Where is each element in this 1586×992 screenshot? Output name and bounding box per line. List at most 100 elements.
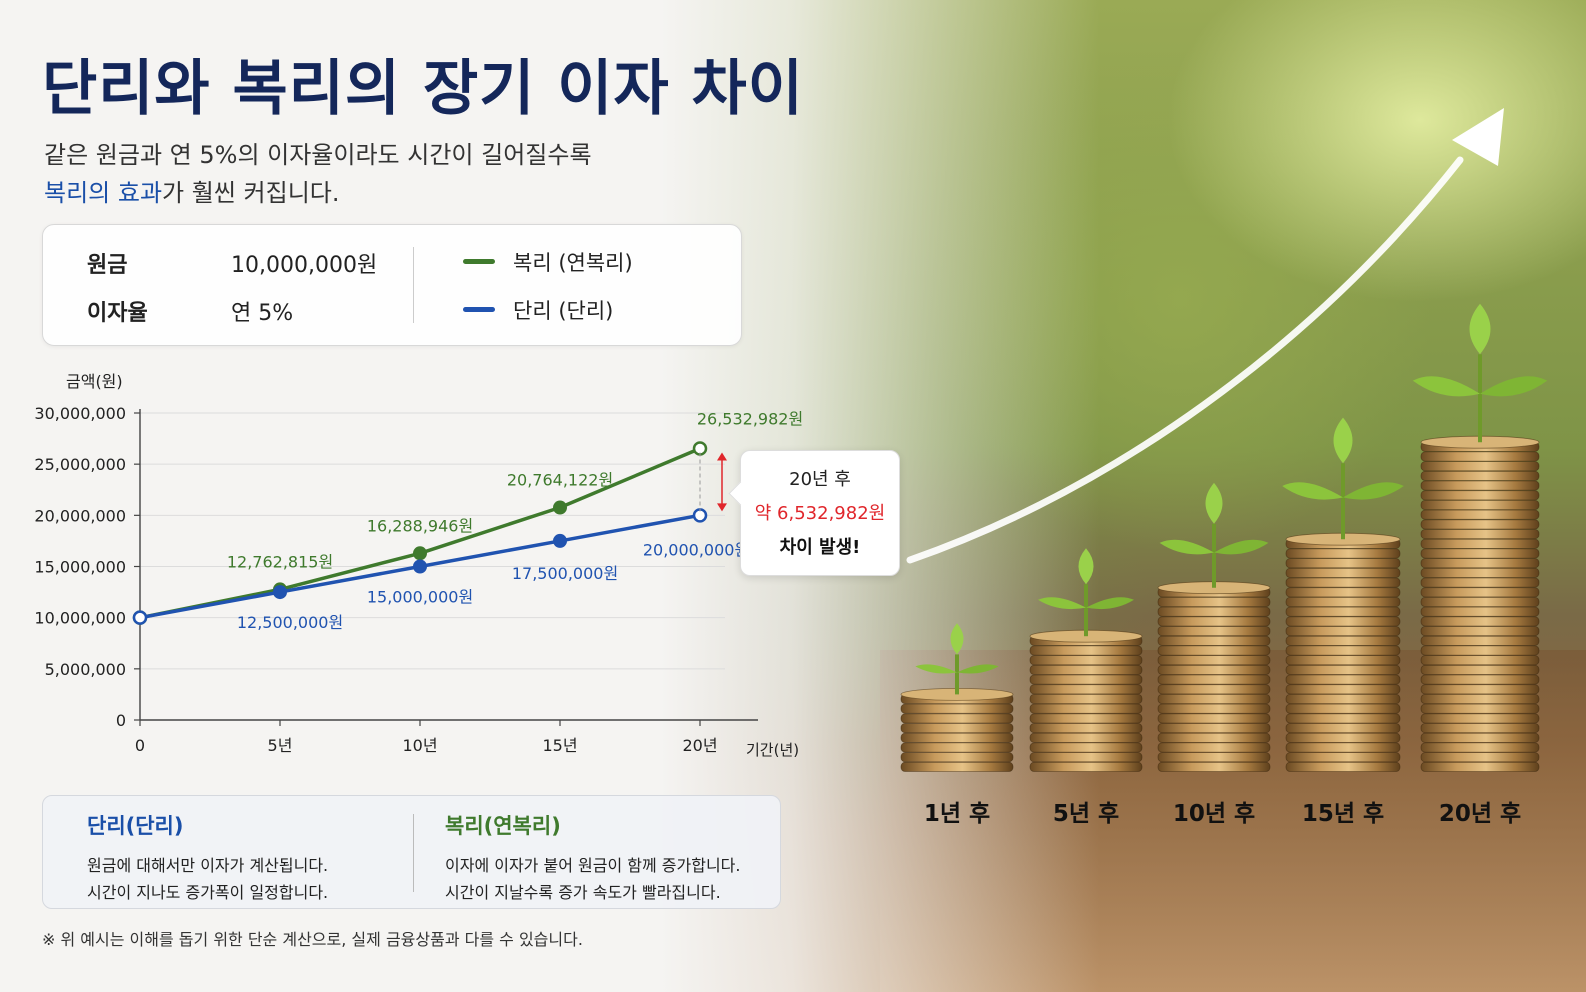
coin bbox=[1157, 606, 1271, 617]
x-tick-label: 20년 bbox=[682, 736, 717, 755]
coin bbox=[1157, 616, 1271, 627]
y-tick-label: 0 bbox=[116, 711, 126, 730]
sprout-leaf bbox=[1086, 597, 1134, 610]
x-tick-label: 10년 bbox=[402, 736, 437, 755]
data-point bbox=[413, 559, 427, 574]
data-label: 20,764,122원 bbox=[507, 471, 613, 490]
coin bbox=[1285, 635, 1401, 646]
coin bbox=[1029, 752, 1143, 763]
sprout-leaf bbox=[1214, 539, 1269, 555]
sprout-leaf bbox=[1469, 303, 1491, 355]
coin bbox=[1420, 490, 1540, 501]
coin bbox=[900, 723, 1014, 734]
subtitle-highlight: 복리의 효과 bbox=[44, 179, 163, 207]
data-point bbox=[553, 500, 567, 515]
coin bbox=[1157, 723, 1271, 734]
coin bbox=[1420, 655, 1540, 666]
legend-simple-swatch bbox=[463, 307, 495, 312]
data-label: 12,762,815원 bbox=[227, 552, 333, 571]
x-tick-label: 0 bbox=[135, 736, 145, 755]
coin bbox=[1285, 567, 1401, 578]
compound-line-1: 이자에 이자가 붙어 원금이 함께 증가합니다. bbox=[445, 856, 741, 875]
coin bbox=[1157, 732, 1271, 743]
coin bbox=[1420, 567, 1540, 578]
coin bbox=[1157, 645, 1271, 656]
coin bbox=[1029, 655, 1143, 666]
sprout-leaf bbox=[1078, 548, 1094, 585]
coin bbox=[1420, 451, 1540, 462]
growth-arrow-head bbox=[1452, 108, 1504, 166]
coin bbox=[1420, 626, 1540, 637]
coin bbox=[1285, 742, 1401, 753]
coin bbox=[1029, 732, 1143, 743]
info-divider bbox=[413, 247, 414, 323]
coin bbox=[900, 742, 1014, 753]
y-tick-label: 5,000,000 bbox=[45, 660, 126, 679]
coin bbox=[1285, 703, 1401, 714]
data-label: 15,000,000원 bbox=[367, 588, 473, 607]
data-label: 26,532,982원 bbox=[697, 409, 803, 428]
coin bbox=[1420, 480, 1540, 491]
y-tick-label: 20,000,000 bbox=[34, 506, 126, 525]
coin bbox=[1029, 761, 1143, 772]
coin bbox=[1285, 723, 1401, 734]
coin bbox=[1029, 674, 1143, 685]
subtitle: 같은 원금과 연 5%의 이자율이라도 시간이 길어질수록 복리의 효과가 훨씬… bbox=[44, 136, 592, 212]
coin bbox=[1157, 626, 1271, 637]
difference-callout: 20년 후 약 6,532,982원 차이 발생! bbox=[740, 450, 900, 576]
coin-stack bbox=[1157, 482, 1271, 772]
coin bbox=[1029, 664, 1143, 675]
coin bbox=[1420, 645, 1540, 656]
sprout-leaf bbox=[950, 623, 964, 655]
coin bbox=[1285, 645, 1401, 656]
coin bbox=[1157, 596, 1271, 607]
principal-label: 원금 bbox=[87, 253, 128, 278]
coin bbox=[1157, 694, 1271, 705]
coin bbox=[1420, 732, 1540, 743]
coin bbox=[900, 713, 1014, 724]
coin bbox=[1029, 645, 1143, 656]
simple-line-1: 원금에 대해서만 이자가 계산됩니다. bbox=[87, 856, 329, 875]
coin bbox=[1420, 558, 1540, 569]
subtitle-line-2-rest: 가 훨씬 커집니다. bbox=[162, 179, 340, 207]
coin bbox=[1420, 519, 1540, 530]
legend-compound-label: 복리 (연복리) bbox=[513, 251, 633, 275]
coin bbox=[1285, 664, 1401, 675]
coin bbox=[1420, 606, 1540, 617]
sprout-leaf bbox=[1412, 376, 1480, 397]
coin-stack bbox=[1282, 417, 1404, 772]
coin bbox=[1420, 664, 1540, 675]
coin bbox=[1420, 529, 1540, 540]
coin bbox=[1420, 616, 1540, 627]
coin bbox=[1420, 752, 1540, 763]
growth-arrow bbox=[906, 156, 1464, 564]
coin bbox=[1420, 674, 1540, 685]
coin bbox=[1285, 655, 1401, 666]
coin bbox=[1157, 635, 1271, 646]
sprout-leaf bbox=[957, 664, 999, 674]
compound-explanation: 복리(연복리) 이자에 이자가 붙어 원금이 함께 증가합니다. 시간이 지날수… bbox=[445, 810, 740, 906]
coin bbox=[1420, 548, 1540, 559]
sprout-leaf bbox=[1282, 482, 1343, 500]
data-label: 20,000,000원 bbox=[643, 540, 749, 559]
simple-explanation: 단리(단리) 원금에 대해서만 이자가 계산됩니다. 시간이 지나도 증가폭이 … bbox=[87, 810, 328, 906]
simple-title: 단리(단리) bbox=[87, 814, 184, 838]
x-tick-label: 15년 bbox=[542, 736, 577, 755]
data-point bbox=[413, 546, 427, 561]
coin-stack-label: 20년 후 bbox=[1438, 801, 1522, 827]
data-label: 12,500,000원 bbox=[237, 613, 343, 632]
subtitle-line-2: 복리의 효과가 훨씬 커집니다. bbox=[44, 174, 592, 212]
page-title: 단리와 복리의 장기 이자 차이 bbox=[42, 54, 804, 124]
coin-stack-label: 5년 후 bbox=[1052, 801, 1120, 827]
coin bbox=[1157, 684, 1271, 695]
coin bbox=[1420, 596, 1540, 607]
coin bbox=[1285, 674, 1401, 685]
y-tick-label: 10,000,000 bbox=[34, 609, 126, 628]
coin bbox=[1285, 577, 1401, 588]
coin bbox=[1285, 684, 1401, 695]
rate-label: 이자율 bbox=[87, 301, 148, 326]
coin-stack-label: 10년 후 bbox=[1172, 801, 1256, 827]
coin bbox=[1420, 587, 1540, 598]
principal-value: 10,000,000원 bbox=[231, 253, 378, 278]
coin bbox=[1029, 703, 1143, 714]
